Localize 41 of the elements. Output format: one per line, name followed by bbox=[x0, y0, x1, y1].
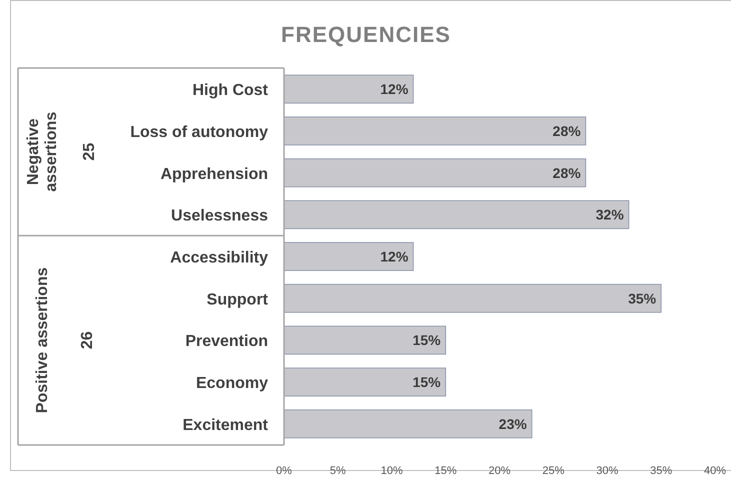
bar bbox=[284, 200, 630, 230]
x-tick-label: 25% bbox=[542, 464, 565, 477]
x-tick-label: 35% bbox=[650, 464, 672, 477]
data-label: 15% bbox=[412, 374, 442, 390]
data-label: 12% bbox=[380, 81, 409, 98]
y-tick-label: Accessibility bbox=[170, 250, 268, 266]
x-tick-label: 15% bbox=[434, 464, 457, 477]
x-tick-label: 30% bbox=[596, 464, 618, 477]
bar bbox=[284, 242, 414, 271]
data-label: 28% bbox=[552, 164, 582, 181]
data-label: 32% bbox=[596, 206, 624, 223]
bar bbox=[284, 284, 662, 313]
text: 25 bbox=[81, 142, 98, 161]
x-tick-label: 40% bbox=[704, 464, 726, 477]
y-tick-label: Excitement bbox=[182, 416, 269, 434]
data-label: 35% bbox=[628, 290, 657, 306]
y-tick-label: Economy bbox=[196, 375, 268, 392]
bar bbox=[284, 368, 446, 396]
y-tick-label: Prevention bbox=[185, 333, 268, 350]
text: Negative assertions bbox=[25, 112, 60, 192]
data-label: 28% bbox=[552, 122, 582, 139]
bar bbox=[284, 409, 532, 438]
y-tick-label: Loss of autonomy bbox=[130, 124, 268, 141]
y-tick-label: Support bbox=[206, 291, 269, 308]
data-label: 23% bbox=[498, 416, 528, 432]
data-label: 12% bbox=[380, 248, 409, 264]
y-tick-label: Apprehension bbox=[160, 166, 268, 183]
text: Positive assertions bbox=[34, 267, 51, 414]
x-tick-label: 10% bbox=[380, 464, 403, 477]
data-label: 15% bbox=[412, 332, 442, 348]
bar bbox=[284, 158, 586, 188]
x-tick-label: 20% bbox=[488, 464, 511, 477]
text: 26 bbox=[79, 331, 96, 350]
bar bbox=[284, 116, 586, 146]
y-tick-label: High Cost bbox=[192, 82, 269, 100]
y-tick-label: Uselessness bbox=[171, 208, 268, 225]
bar bbox=[284, 326, 446, 355]
bar bbox=[284, 74, 414, 104]
chart-title: FREQUENCIES bbox=[281, 22, 451, 47]
x-tick-label: 0% bbox=[276, 464, 292, 477]
x-tick-label: 5% bbox=[330, 464, 346, 477]
